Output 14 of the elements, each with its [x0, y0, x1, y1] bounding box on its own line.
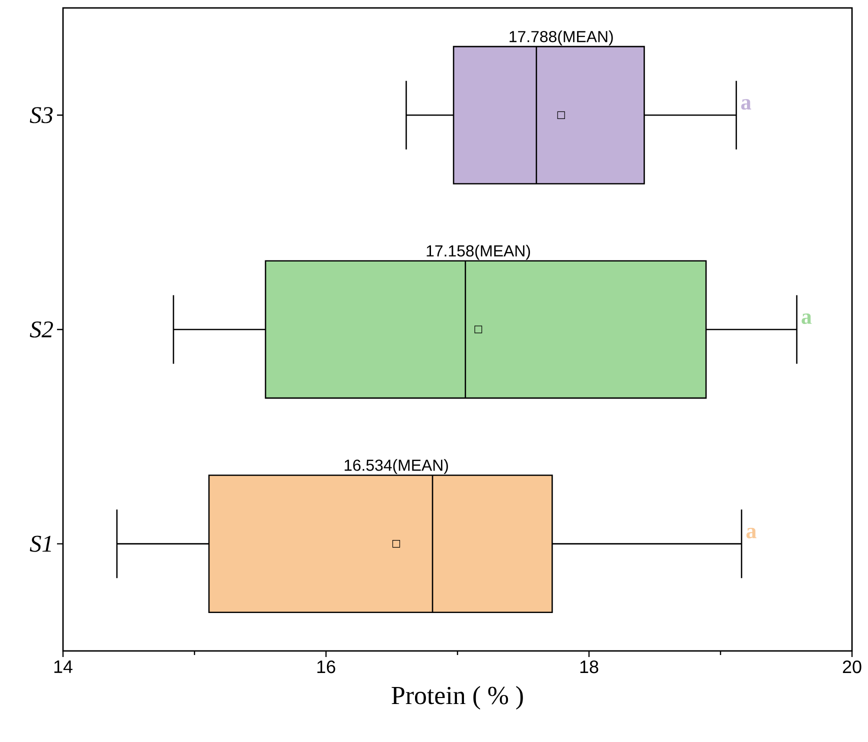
- x-tick-label: 18: [580, 660, 598, 674]
- annotation: 16.534(MEAN): [344, 459, 448, 474]
- annotation: 17.788(MEAN): [510, 30, 613, 46]
- annotation: a: [746, 528, 756, 538]
- x-tick-label: 14: [54, 660, 72, 673]
- y-tick-label: S3: [30, 107, 53, 124]
- y-tick-label: S2: [30, 321, 53, 338]
- annotation: a: [741, 99, 752, 110]
- x-axis-title: Protein ( % ): [392, 686, 523, 710]
- annotation: a: [802, 314, 812, 324]
- y-tick-label: S1: [30, 536, 51, 552]
- annotation: 17.158(MEAN): [426, 244, 530, 260]
- x-tick-label: 16: [317, 660, 336, 674]
- x-tick-label: 20: [842, 660, 862, 674]
